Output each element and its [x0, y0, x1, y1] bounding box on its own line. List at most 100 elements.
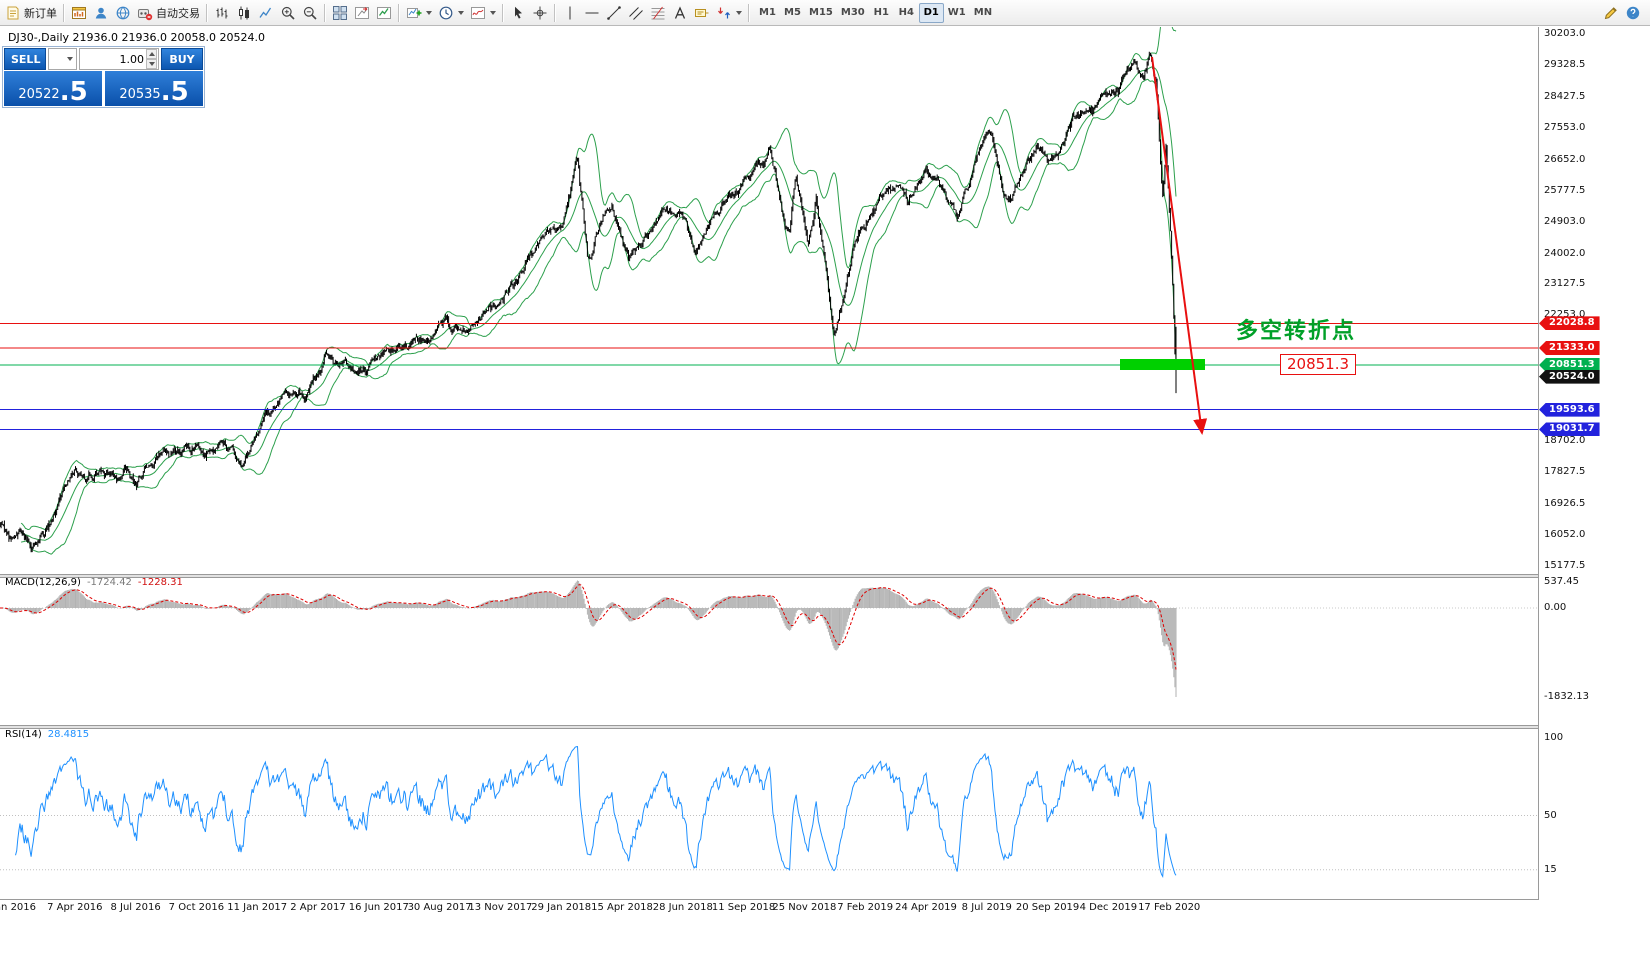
time-scale-label: 7 Apr 2016	[47, 902, 103, 913]
zoom-in-button[interactable]	[277, 2, 299, 24]
macd-signal-line	[0, 584, 1177, 670]
auto-scroll-button[interactable]	[373, 2, 395, 24]
dropdown-caret-icon	[426, 10, 432, 15]
period-icon	[438, 5, 454, 21]
time-scale-label: 7 Feb 2019	[837, 902, 894, 913]
cursor-button[interactable]	[507, 2, 529, 24]
time-scale-label: 4 Dec 2019	[1079, 902, 1138, 913]
price-scale-label: 17827.5	[1544, 466, 1586, 478]
sell-price-display[interactable]: 20522.5	[4, 71, 102, 106]
toolbar-separator	[748, 3, 750, 22]
fibonacci-button[interactable]	[647, 2, 669, 24]
timeframe-d1-button[interactable]: D1	[918, 2, 944, 23]
trade-panel-prices: 20522.5 20535.5	[3, 71, 204, 107]
price-scale[interactable]: 30203.0 29328.5 28427.5 27553.0 26652.0 25777…	[1539, 0, 1650, 953]
time-scale-label: 28 Jun 2018	[652, 902, 713, 913]
time-axis-border	[0, 899, 1538, 900]
trend-arrow[interactable]	[1151, 56, 1208, 435]
time-scale-label: 30 Aug 2017	[407, 902, 472, 913]
trendline-icon	[606, 5, 622, 21]
buy-price-display[interactable]: 20535.5	[105, 71, 203, 106]
toolbar-separator	[324, 3, 326, 22]
timeframe-m5-button[interactable]: M5	[780, 3, 805, 23]
timeframe-m30-button[interactable]: M30	[837, 3, 869, 23]
timeframe-toolbar: M1 M5 M15 M30 H1 H4 D1 W1 MN	[755, 2, 996, 23]
macd-indicator-label: MACD(12,26,9) -1724.42 -1228.31	[5, 577, 183, 588]
crosshair-button[interactable]	[529, 2, 551, 24]
one-click-trade-panel: SELL 1.00 BUY 20522.5 20535.5	[2, 46, 205, 108]
rsi-scale-label: 15	[1544, 863, 1557, 875]
candlestick-series	[0, 51, 1177, 553]
toolbar-button-groups: 新订单 自动交易	[2, 2, 753, 24]
timeframe-m15-button[interactable]: M15	[805, 3, 837, 23]
order-type-dropdown[interactable]	[48, 48, 77, 70]
time-scale-label: 17 Feb 2020	[1138, 902, 1201, 913]
market-watch-button[interactable]	[90, 2, 112, 24]
panel-separator[interactable]	[0, 574, 1538, 578]
chart-shift-icon	[354, 5, 370, 21]
time-scale-label: 11 Sep 2018	[711, 902, 776, 913]
price-scale-label: 24002.0	[1544, 247, 1586, 259]
text-button[interactable]	[669, 2, 691, 24]
zoom-in-icon	[280, 5, 296, 21]
channel-button[interactable]	[625, 2, 647, 24]
panel-separator[interactable]	[0, 725, 1538, 729]
time-scale-label: 7 Oct 2016	[168, 902, 225, 913]
period-button[interactable]	[435, 2, 467, 24]
help-button[interactable]	[1622, 2, 1644, 24]
volume-up-icon[interactable]	[146, 49, 157, 59]
volume-down-icon[interactable]	[146, 59, 157, 69]
tile-windows-button[interactable]	[329, 2, 351, 24]
line-chart-button[interactable]	[255, 2, 277, 24]
candlestick-button[interactable]	[233, 2, 255, 24]
timeframe-h4-button[interactable]: H4	[894, 3, 919, 23]
macd-scale-label: 0.00	[1544, 602, 1567, 613]
zoom-out-icon	[302, 5, 318, 21]
price-scale-label: 29328.5	[1544, 58, 1586, 70]
horizontal-line-button[interactable]	[581, 2, 603, 24]
macd-scale-label: -1832.13	[1544, 691, 1589, 702]
bar-chart-button[interactable]	[211, 2, 233, 24]
volume-input[interactable]: 1.00	[79, 48, 159, 70]
timeframe-mn-button[interactable]: MN	[970, 3, 996, 23]
highlight-rectangle[interactable]	[1120, 359, 1205, 370]
level-price-annotation[interactable]: 20851.3	[1280, 354, 1357, 375]
time-scale-label: 15 Apr 2018	[591, 902, 653, 913]
community-button[interactable]	[112, 2, 134, 24]
sell-button[interactable]: SELL	[4, 48, 46, 70]
macd-main-value: -1724.42	[86, 577, 132, 588]
timeframe-h1-button[interactable]: H1	[869, 3, 894, 23]
chart-shift-button[interactable]	[351, 2, 373, 24]
timeframe-m1-button[interactable]: M1	[755, 3, 780, 23]
vertical-line-button[interactable]	[559, 2, 581, 24]
new-order-icon	[5, 5, 21, 21]
new-order-label: 新订单	[24, 7, 57, 20]
community-icon	[115, 5, 131, 21]
bollinger-lower-band	[21, 78, 1177, 555]
text-icon	[672, 5, 688, 21]
price-scale-label: 15177.5	[1544, 559, 1586, 571]
indicators-button[interactable]	[467, 2, 499, 24]
volume-stepper[interactable]	[146, 49, 157, 69]
arrows-button[interactable]	[713, 2, 745, 24]
turning-point-annotation[interactable]: 多空转折点	[1236, 319, 1357, 344]
zoom-out-button[interactable]	[299, 2, 321, 24]
help-icon	[1625, 5, 1641, 21]
label-icon	[694, 5, 710, 21]
label-button[interactable]	[691, 2, 713, 24]
rsi-line	[15, 746, 1177, 878]
price-scale-label: 22253.0	[1544, 309, 1586, 321]
new-order-button[interactable]: 新订单	[2, 2, 60, 24]
trendline-button[interactable]	[603, 2, 625, 24]
new-chart-icon	[406, 5, 422, 21]
buy-button[interactable]: BUY	[161, 48, 203, 70]
timeframe-w1-button[interactable]: W1	[944, 3, 970, 23]
draw-button[interactable]	[1600, 2, 1622, 24]
autotrading-button[interactable]: 自动交易	[134, 2, 203, 24]
charts-window-button[interactable]	[68, 2, 90, 24]
new-chart-button[interactable]	[403, 2, 435, 24]
toolbar-separator	[206, 3, 208, 22]
